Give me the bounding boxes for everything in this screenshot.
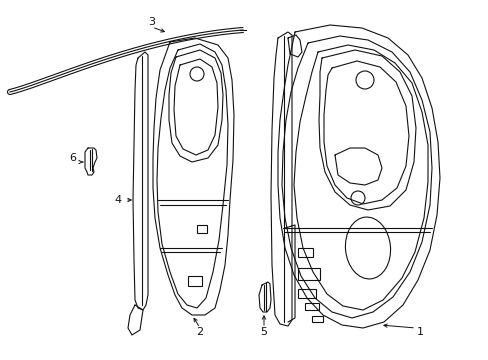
- Bar: [297, 248, 312, 257]
- Bar: [197, 225, 206, 233]
- Text: 3: 3: [148, 17, 155, 27]
- Text: 5: 5: [260, 327, 267, 337]
- Text: 6: 6: [69, 153, 76, 163]
- Bar: [311, 316, 323, 322]
- Text: 4: 4: [115, 195, 122, 205]
- Bar: [187, 276, 202, 286]
- Text: 1: 1: [416, 327, 423, 337]
- Bar: [297, 289, 315, 298]
- Text: 2: 2: [196, 327, 203, 337]
- Bar: [305, 303, 318, 310]
- Bar: [297, 268, 319, 280]
